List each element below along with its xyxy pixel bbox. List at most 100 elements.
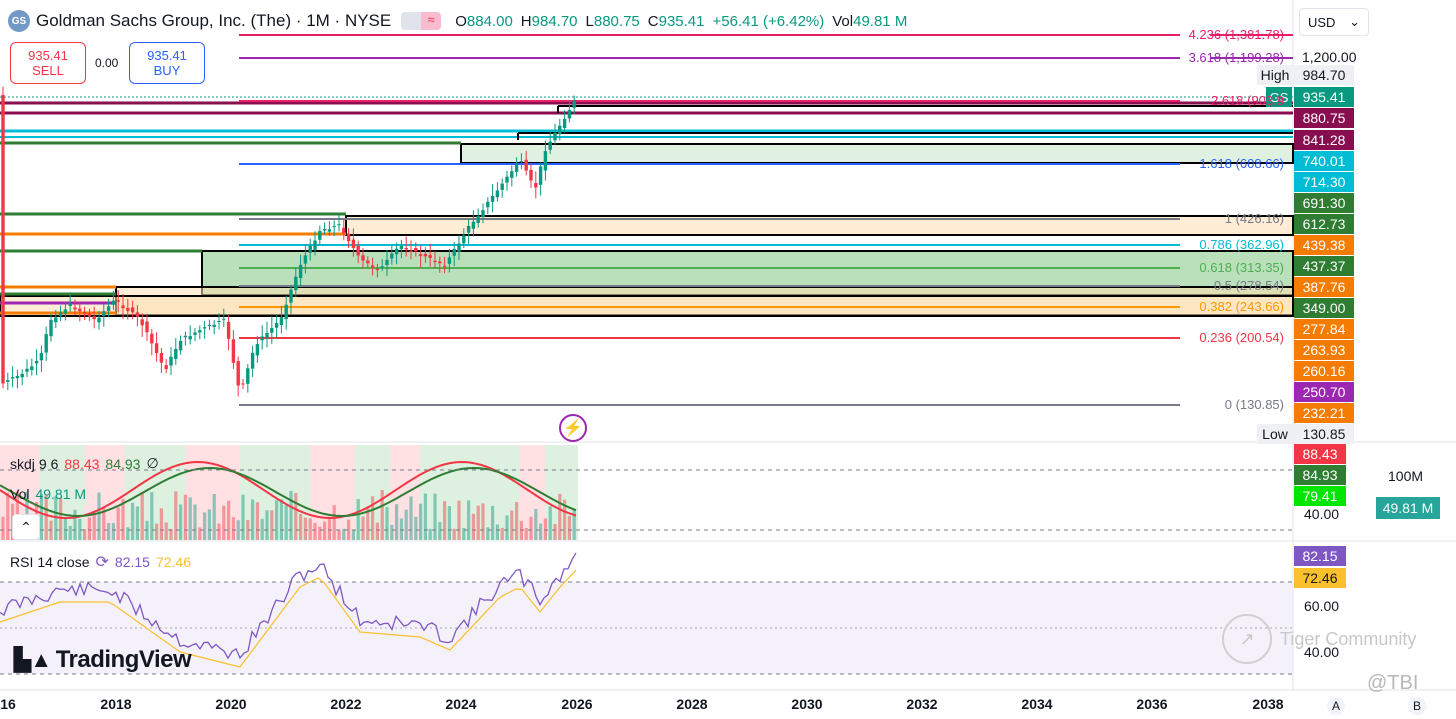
candle-body (15, 375, 20, 379)
volume-legend[interactable]: Vol 49.81 M (10, 486, 86, 502)
time-axis-label: 2028 (676, 696, 708, 712)
tradingview-text: TradingView (55, 646, 192, 673)
indicator-toggle[interactable]: ≈ (401, 12, 442, 30)
candle-body (207, 324, 212, 326)
volume-bar (222, 505, 226, 540)
dash-icon[interactable] (401, 12, 422, 30)
volume-bar (553, 523, 557, 540)
approx-icon[interactable]: ≈ (421, 12, 442, 30)
skdj-d-line (0, 466, 577, 518)
candle-body (332, 226, 336, 228)
low-value: 880.75 (593, 12, 640, 30)
volume-bar (371, 496, 375, 540)
volume-bar (227, 500, 231, 540)
candle-body (534, 183, 538, 188)
company-logo-icon: GS (8, 10, 30, 32)
rsi-axis-40: 40.00 (1304, 644, 1340, 660)
close-key: C (647, 12, 659, 30)
volume-bar (404, 509, 408, 540)
lightning-icon[interactable]: ⚡ (559, 414, 587, 442)
candle-body (313, 240, 317, 251)
volume-bar (1, 516, 5, 540)
open-key: O (455, 12, 467, 30)
skdj-band (125, 445, 185, 540)
rsi-legend[interactable]: RSI 14 close ⟳ 82.15 72.46 (10, 552, 191, 572)
candle-body (34, 360, 39, 364)
candle-body (241, 383, 245, 385)
buy-button[interactable]: 935.41 BUY (129, 42, 205, 84)
candle-body (63, 309, 68, 314)
candle-body (380, 266, 384, 268)
volume-bar (567, 515, 571, 540)
currency-select[interactable]: USD ⌄ (1299, 8, 1369, 36)
volume-bar (337, 529, 341, 540)
time-axis-label: 2026 (561, 696, 593, 712)
candle-body (495, 190, 500, 198)
volume-bar (332, 505, 336, 540)
log-scale-button[interactable]: B (1408, 697, 1426, 715)
rsi-params: 14 close (37, 554, 90, 570)
rsi-value: 82.15 (114, 554, 150, 570)
candle-body (562, 118, 567, 129)
candle-body (514, 165, 519, 172)
candle-body (111, 300, 116, 305)
volume-bar (63, 517, 67, 540)
candle-body (524, 159, 528, 171)
candle-body (231, 339, 236, 363)
candle-body (370, 265, 375, 268)
candle-body (130, 307, 135, 313)
volume-bar (510, 510, 514, 540)
symbol-tag: GS (1266, 87, 1292, 107)
candle-body (428, 255, 432, 258)
candle-body (346, 233, 351, 242)
candle-body (567, 109, 572, 119)
volume-bar (409, 496, 413, 540)
candle-body (25, 368, 29, 372)
vol-key: Vol (832, 12, 854, 30)
volume-bar (83, 529, 87, 540)
refresh-icon[interactable]: ⟳ (95, 554, 109, 571)
low-value-tag: 130.85 (1294, 424, 1354, 444)
buy-label: BUY (153, 63, 181, 78)
auto-scale-button[interactable]: A (1327, 697, 1345, 715)
skdj-band (85, 445, 125, 540)
skdj-tag: 88.43 (1294, 444, 1346, 464)
fib-level-label: 0.236 (200.54) (1199, 330, 1284, 345)
candle-body (342, 227, 346, 234)
candle-body (49, 319, 53, 337)
candle-body (399, 245, 404, 250)
skdj-legend[interactable]: skdj 9 6 88.43 84.93 ∅ (10, 455, 159, 472)
candle-body (255, 344, 260, 356)
sell-button[interactable]: 935.41 SELL (10, 42, 86, 84)
time-axis-label: 2030 (791, 696, 823, 712)
rsi-line (0, 552, 577, 660)
volume-bar (505, 515, 509, 540)
volume-bar (155, 523, 159, 540)
fib-level-label: 0.618 (313.35) (1199, 260, 1284, 275)
symbol-title[interactable]: Goldman Sachs Group, Inc. (The) · 1M · N… (36, 11, 392, 30)
candle-body (385, 259, 389, 266)
candle-body (198, 330, 202, 333)
volume-bar (265, 510, 269, 540)
volume-bar (116, 507, 120, 540)
high-key: H (520, 12, 532, 30)
time-axis-label: 2024 (445, 696, 477, 712)
volume-bar (491, 505, 495, 540)
candle-body (284, 304, 288, 320)
zone-box (460, 143, 1294, 164)
volume-bar (375, 522, 379, 540)
volume-bar (323, 521, 327, 540)
volume-bar (414, 516, 418, 540)
candle-body (140, 319, 144, 326)
collapse-button[interactable]: ⌃ (12, 514, 40, 540)
skdj-params: 9 6 (38, 455, 59, 472)
low-label: Low (1257, 424, 1293, 444)
candle-body (226, 321, 231, 339)
candle-body (1, 94, 5, 384)
chevron-down-icon: ⌄ (1349, 14, 1360, 29)
volume-bar (169, 528, 173, 540)
candle-body (366, 260, 370, 264)
price-tag: 841.28 (1294, 130, 1354, 150)
price-tag: 260.16 (1294, 361, 1354, 381)
